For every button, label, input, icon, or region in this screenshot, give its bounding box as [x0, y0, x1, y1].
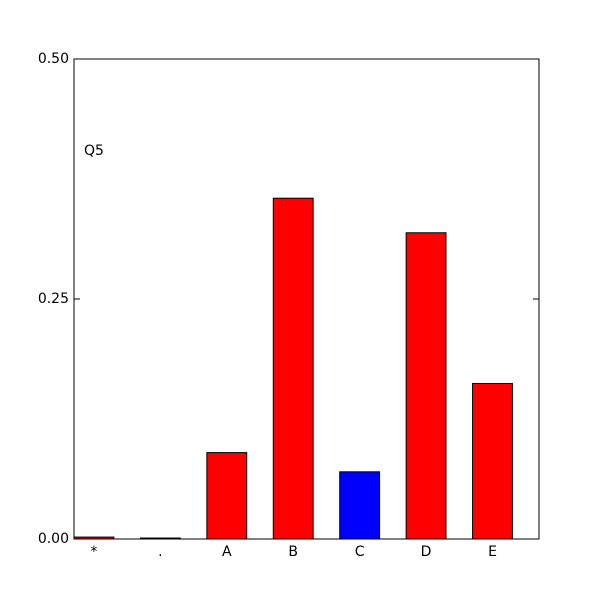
y-tick-label: 0.25: [38, 291, 69, 307]
x-tick-label: D: [421, 544, 432, 560]
x-tick-label: B: [288, 544, 298, 560]
x-tick-label: E: [488, 544, 497, 560]
bar: [405, 232, 447, 540]
x-tick-label: A: [222, 544, 232, 560]
bar: [339, 471, 381, 540]
bar: [472, 382, 513, 540]
annotation: Q5: [84, 143, 104, 159]
x-tick-label: *: [90, 544, 97, 560]
plot-frame: [73, 58, 540, 540]
x-tick-label: C: [355, 544, 365, 560]
y-tick-label: 0.50: [38, 51, 69, 67]
y-tick-label: 0.00: [38, 531, 69, 547]
bar: [272, 197, 314, 540]
x-tick-label: .: [158, 544, 162, 560]
bar: [206, 452, 248, 540]
